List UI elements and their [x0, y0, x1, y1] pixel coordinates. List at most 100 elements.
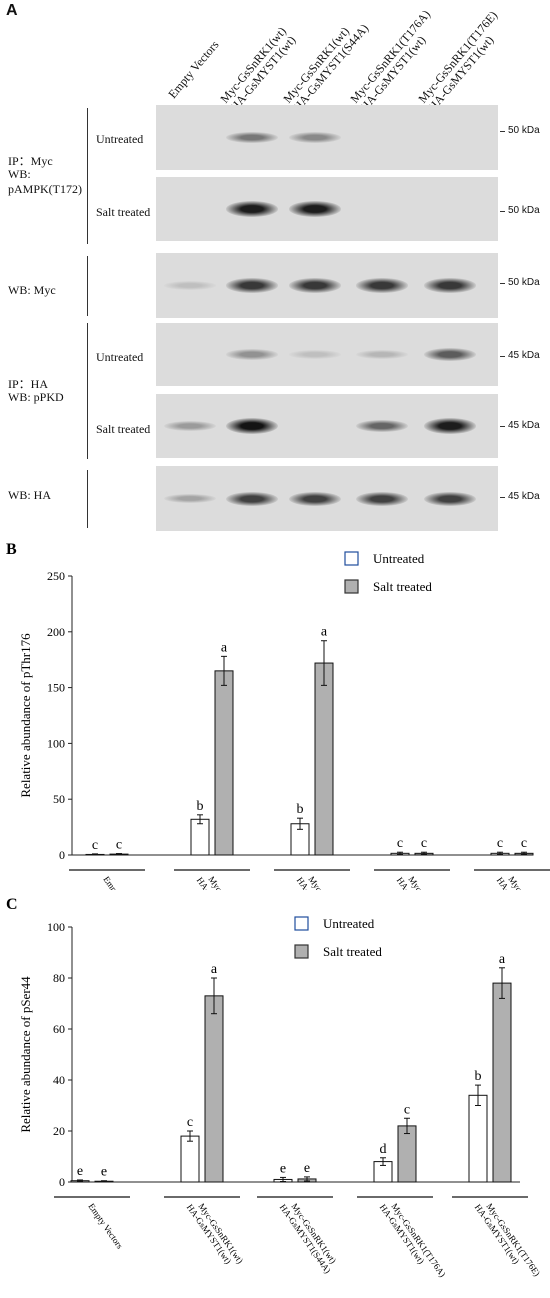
lane-label-line1: Empty Vectors	[165, 37, 222, 101]
kda-50-label-1: 50 kDa	[508, 125, 540, 136]
significance-letter: d	[380, 1142, 387, 1157]
blot-band	[164, 421, 216, 431]
panel-letter: C	[6, 896, 18, 913]
blot-ha-total	[156, 466, 498, 531]
blot-band	[289, 350, 341, 359]
significance-letter: c	[116, 838, 122, 853]
bar-salt	[214, 670, 234, 856]
category-label-line1: Myc-GsSnRK1(T176A)	[406, 874, 464, 890]
y-tick-label: 0	[59, 1175, 65, 1189]
group1-bracket	[87, 108, 88, 244]
group4-label: WB: HA	[8, 488, 51, 502]
bar-untreated	[190, 818, 210, 856]
blot-band	[356, 419, 408, 433]
blot-band	[289, 491, 341, 506]
significance-letter: a	[221, 640, 228, 655]
category-label: Myc-GsSnRK1(wt)HA-GsMYST1(S44A)	[295, 874, 356, 890]
kda-tick	[500, 356, 505, 357]
significance-letter: e	[280, 1161, 286, 1176]
category-label: Empty Vectors	[86, 1201, 125, 1251]
chart-c: C 0 20 40 60 80 100 Relative abundance of pSer4…	[6, 896, 542, 1279]
significance-letter: e	[304, 1161, 310, 1176]
y-tick-label: 200	[47, 625, 65, 639]
legend-swatch-untreated	[294, 916, 309, 931]
bar-salt	[204, 995, 224, 1183]
group1-wb-label: WB:	[8, 167, 31, 181]
category-label-line1: Myc-GsSnRK1(T176E)	[484, 1201, 542, 1278]
kda-45-label-3: 45 kDa	[508, 491, 540, 502]
bar-untreated	[468, 1094, 488, 1183]
significance-letter: c	[421, 836, 427, 851]
blot-band	[164, 281, 216, 290]
kda-tick	[500, 426, 505, 427]
blot-ha-untreated	[156, 323, 498, 386]
y-tick-label: 60	[53, 1022, 65, 1036]
category-label: Myc-GsSnRK1(T176E)HA-GsMYST1(wt)	[473, 1201, 542, 1278]
untreated-label-1: Untreated	[96, 132, 144, 146]
legend-swatch-untreated	[344, 551, 359, 566]
group2-bracket	[87, 256, 88, 316]
lane-label: Empty Vectors	[165, 37, 222, 101]
y-tick-label: 80	[53, 971, 65, 985]
blot-band	[424, 278, 476, 293]
category-label-line1: Empty Vectors	[86, 1201, 125, 1251]
significance-letter: c	[497, 836, 503, 851]
group3-wb-label: WB: pPKD	[8, 390, 64, 404]
category-label-line1: Myc-GsSnRK1(T176E)	[506, 874, 550, 890]
kda-tick	[500, 131, 505, 132]
significance-letter: a	[499, 952, 506, 967]
significance-letter: c	[397, 836, 403, 851]
blot-band	[356, 278, 408, 293]
category-label: Empty Vectors	[101, 874, 140, 890]
salt-label-1: Salt treated	[96, 205, 151, 219]
blot-band	[164, 493, 216, 504]
chart-b: B 0 50 100 150 200 250 Relative abundance of pT…	[6, 541, 550, 890]
y-axis-label: Relative abundance of pSer44	[18, 976, 33, 1133]
group1-ip-label: IP：Myc	[8, 154, 53, 168]
significance-letter: b	[475, 1069, 482, 1084]
panel-a-letter: A	[6, 2, 18, 19]
blot-band	[424, 418, 476, 434]
legend-swatch-salt	[344, 579, 359, 594]
bar-salt	[397, 1125, 417, 1183]
significance-letter: e	[101, 1165, 107, 1180]
y-tick-label: 20	[53, 1124, 65, 1138]
category-label-line1: Myc-GsSnRK1(T176A)	[389, 1201, 447, 1278]
blot-myc-total	[156, 253, 498, 318]
blot-band	[289, 278, 341, 293]
category-label: Myc-GsSnRK1(wt)HA-GsMYST1(wt)	[185, 1201, 246, 1265]
bar-untreated	[180, 1135, 200, 1183]
legend-label: Salt treated	[373, 579, 432, 594]
group2-label: WB: Myc	[8, 283, 56, 297]
y-tick-label: 250	[47, 569, 65, 583]
category-label: Myc-GsSnRK1(T176A)HA-GsMYST1(wt)	[395, 874, 465, 890]
significance-letter: c	[404, 1102, 410, 1117]
group3-bracket	[87, 323, 88, 459]
blot-band	[226, 418, 278, 434]
legend-label: Untreated	[373, 551, 425, 566]
blot-band	[289, 132, 341, 143]
y-axis-label: Relative abundance of pThr176	[18, 633, 33, 798]
untreated-label-2: Untreated	[96, 350, 144, 364]
significance-letter: a	[321, 625, 328, 640]
category-label: Myc-GsSnRK1(T176E)HA-GsMYST1(wt)	[495, 874, 550, 890]
bar-salt	[492, 982, 512, 1183]
category-label: Myc-GsSnRK1(wt)HA-GsMYST1(S44A)	[278, 1201, 339, 1275]
blot-band	[289, 201, 341, 217]
blot-band	[356, 350, 408, 359]
blot-band	[424, 491, 476, 506]
y-tick-label: 100	[47, 736, 65, 750]
blot-band	[356, 491, 408, 506]
bar-salt	[314, 662, 334, 856]
significance-letter: c	[187, 1115, 193, 1130]
blot-band	[226, 131, 278, 144]
kda-tick	[500, 211, 505, 212]
kda-45-label-1: 45 kDa	[508, 350, 540, 361]
blot-myc-salt	[156, 177, 498, 241]
panel-letter: B	[6, 541, 17, 558]
significance-letter: c	[521, 836, 527, 851]
category-label: Myc-GsSnRK1(wt)HA-GsMYST1(wt)	[195, 874, 256, 890]
y-tick-label: 100	[47, 920, 65, 934]
y-tick-label: 150	[47, 681, 65, 695]
category-label-line1: Myc-GsSnRK1(wt)	[206, 874, 255, 890]
